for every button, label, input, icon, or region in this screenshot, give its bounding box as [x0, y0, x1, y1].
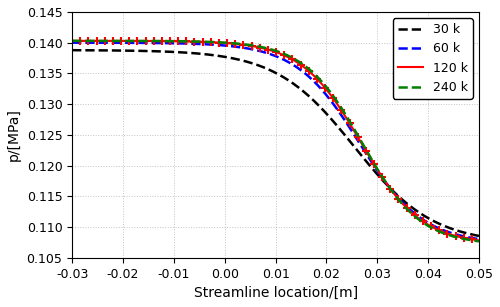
- 30 k: [230, 56, 236, 60]
- 240 k: [118, 39, 124, 43]
- 120 k: [118, 39, 124, 43]
- 30 k: [69, 48, 75, 52]
- 60 k: [230, 45, 236, 48]
- 120 k: [230, 42, 236, 45]
- 30 k: [363, 159, 369, 163]
- Line: 60 k: 60 k: [72, 43, 479, 239]
- 30 k: [118, 49, 124, 52]
- 240 k: [69, 39, 75, 43]
- Y-axis label: p/[MPa]: p/[MPa]: [7, 108, 21, 161]
- 60 k: [365, 154, 371, 158]
- 60 k: [69, 41, 75, 45]
- 60 k: [202, 42, 207, 46]
- 120 k: [365, 152, 371, 156]
- 60 k: [325, 95, 331, 99]
- 120 k: [325, 90, 331, 93]
- 30 k: [476, 234, 482, 238]
- 120 k: [363, 149, 369, 153]
- Legend: 30 k, 60 k, 120 k, 240 k: 30 k, 60 k, 120 k, 240 k: [393, 18, 473, 99]
- Line: 30 k: 30 k: [72, 50, 479, 236]
- 60 k: [476, 237, 482, 241]
- 30 k: [202, 52, 207, 56]
- Line: 240 k: 240 k: [72, 41, 479, 241]
- 240 k: [363, 148, 369, 151]
- 240 k: [476, 239, 482, 243]
- 120 k: [476, 239, 482, 242]
- 30 k: [365, 161, 371, 165]
- 240 k: [202, 40, 207, 44]
- Line: 120 k: 120 k: [72, 41, 479, 240]
- 30 k: [325, 114, 331, 117]
- 240 k: [230, 41, 236, 45]
- 120 k: [69, 39, 75, 43]
- X-axis label: Streamline location/[m]: Streamline location/[m]: [194, 286, 358, 300]
- 120 k: [202, 40, 207, 44]
- 60 k: [118, 41, 124, 45]
- 60 k: [363, 151, 369, 155]
- 240 k: [365, 151, 371, 155]
- 240 k: [325, 87, 331, 91]
